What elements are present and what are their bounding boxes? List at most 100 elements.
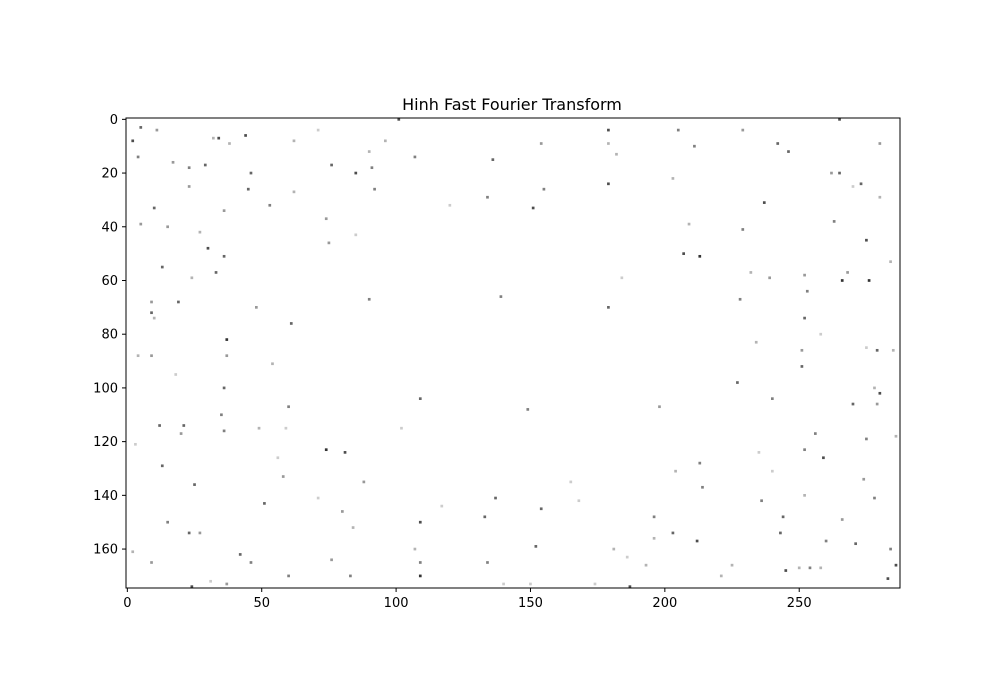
x-tick-label: 250 xyxy=(787,596,812,611)
heatmap-cell xyxy=(539,507,543,511)
heatmap-cell xyxy=(249,171,253,175)
y-tick-label: 100 xyxy=(93,381,118,396)
heatmap-cell xyxy=(674,469,677,473)
heatmap-cell xyxy=(316,128,320,132)
heatmap-cell xyxy=(330,558,333,562)
heatmap-cell xyxy=(652,536,656,540)
heatmap-cell xyxy=(867,279,871,282)
heatmap-cell xyxy=(190,585,194,588)
heatmap-cell xyxy=(225,354,229,358)
heatmap-cell xyxy=(787,150,790,153)
x-tick-label: 100 xyxy=(384,596,409,611)
heatmap-cell xyxy=(577,499,581,503)
heatmap-cell xyxy=(838,118,841,121)
heatmap-cell xyxy=(214,271,218,274)
heatmap-cell xyxy=(838,171,841,175)
heatmap-cell xyxy=(889,547,892,551)
heatmap-cell xyxy=(246,187,250,191)
heatmap-cell xyxy=(502,582,505,586)
y-tick-label: 0 xyxy=(110,113,118,128)
heatmap-cell xyxy=(222,254,226,258)
x-axis: 0 50 100 150 200 250 xyxy=(123,588,812,611)
heatmap-cell xyxy=(150,561,153,564)
heatmap-cell xyxy=(131,550,135,554)
heatmap-cell xyxy=(483,515,487,519)
heatmap-cell xyxy=(341,510,344,513)
heatmap-cell xyxy=(693,144,696,148)
heatmap-cell xyxy=(370,166,374,170)
heatmap-cell xyxy=(367,297,371,301)
plot-background xyxy=(126,118,900,588)
heatmap-cell xyxy=(418,520,422,524)
heatmap-cell xyxy=(150,300,153,304)
y-tick-label: 60 xyxy=(101,274,118,289)
heatmap-cell xyxy=(177,300,180,304)
heatmap-cell xyxy=(531,206,535,210)
heatmap-cell xyxy=(784,569,788,572)
heatmap-cell xyxy=(212,136,215,140)
heatmap-cell xyxy=(220,413,223,417)
heatmap-cell xyxy=(324,217,328,221)
heatmap-cell xyxy=(222,386,226,390)
heatmap-cell xyxy=(875,402,879,406)
heatmap-cell xyxy=(865,346,868,349)
heatmap-cell xyxy=(738,297,742,301)
heatmap-cell xyxy=(292,139,296,143)
x-tick-label: 50 xyxy=(253,596,270,611)
heatmap-cell xyxy=(671,177,675,180)
heatmap-cell xyxy=(873,496,876,500)
heatmap-cell xyxy=(217,136,221,140)
heatmap-cell xyxy=(187,531,191,535)
heatmap-cell xyxy=(736,381,739,384)
heatmap-cell xyxy=(222,209,226,212)
heatmap-cell xyxy=(814,432,817,435)
heatmap-cell xyxy=(171,160,175,164)
heatmap-cell xyxy=(160,464,164,468)
heatmap-cell xyxy=(413,547,417,551)
heatmap-cell xyxy=(203,163,207,167)
heatmap-cell xyxy=(730,563,734,567)
heatmap-cell xyxy=(658,405,661,409)
heatmap-cell xyxy=(198,531,202,535)
heatmap-cell xyxy=(139,222,143,226)
heatmap-cell xyxy=(150,311,153,315)
heatmap-cell xyxy=(894,434,898,438)
heatmap-cell xyxy=(854,542,857,546)
heatmap-cell xyxy=(682,252,685,255)
heatmap-cell xyxy=(865,437,868,441)
heatmap-cell xyxy=(803,316,806,320)
heatmap-cell xyxy=(166,520,169,524)
heatmap-cell xyxy=(190,276,194,280)
heatmap-cell xyxy=(529,582,532,586)
heatmap-cell xyxy=(263,502,266,505)
plot-area xyxy=(125,117,901,589)
heatmap-cell xyxy=(268,203,272,207)
heatmap-cell xyxy=(894,563,898,567)
heatmap-cell xyxy=(607,182,610,186)
chart-title: Hinh Fast Fourier Transform xyxy=(402,95,622,114)
heatmap-cell xyxy=(805,289,809,293)
y-tick-label: 20 xyxy=(101,167,118,182)
heatmap-cell xyxy=(698,254,702,258)
heatmap-cell xyxy=(819,566,823,570)
heatmap-cell xyxy=(851,185,855,188)
x-tick-label: 200 xyxy=(652,596,677,611)
heatmap-cell xyxy=(607,128,610,132)
heatmap-cell xyxy=(878,142,882,145)
heatmap-cell xyxy=(284,426,288,430)
heatmap-cell xyxy=(757,451,761,454)
heatmap-cell xyxy=(166,225,169,229)
heatmap-cell xyxy=(354,171,358,175)
heatmap-cell xyxy=(534,545,538,548)
heatmap-cell xyxy=(607,142,610,145)
heatmap-cell xyxy=(413,155,417,159)
heatmap-cell xyxy=(800,348,804,352)
heatmap-cell xyxy=(719,574,723,578)
heatmap-cell xyxy=(851,402,855,406)
heatmap-cell xyxy=(179,432,183,435)
heatmap-cell xyxy=(193,483,196,486)
heatmap-cell xyxy=(136,354,140,358)
heatmap-cell xyxy=(136,155,140,159)
heatmap-cell xyxy=(824,539,828,543)
heatmap-cell xyxy=(800,365,804,368)
